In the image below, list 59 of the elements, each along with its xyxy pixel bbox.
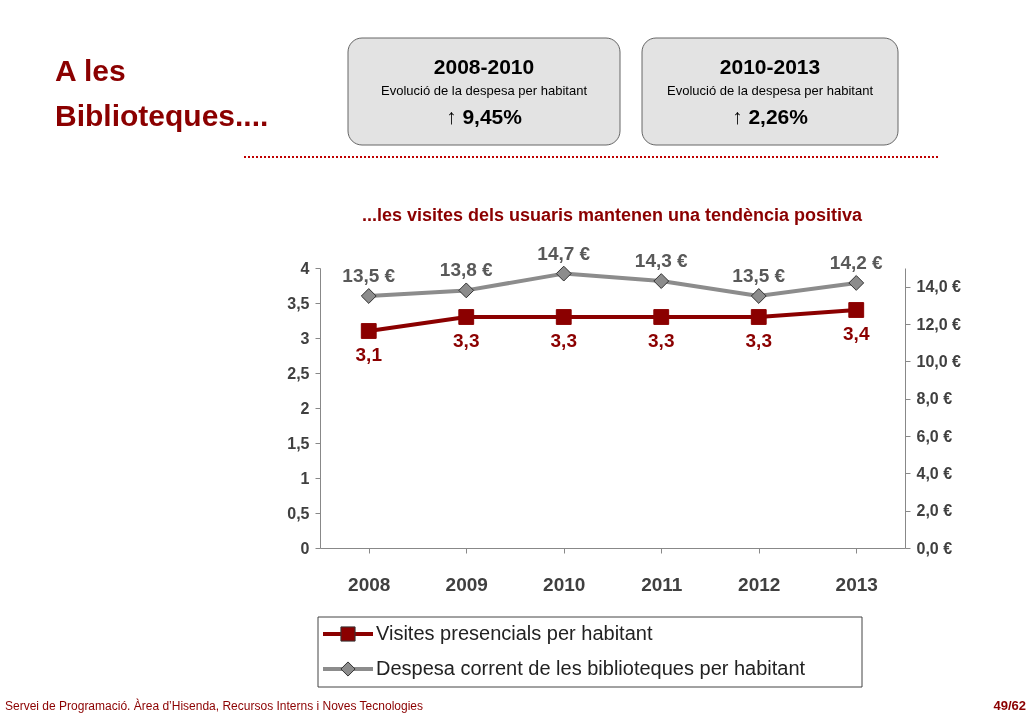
x-tick-label: 2012 (738, 573, 781, 595)
text: ↑ 9,45% (446, 105, 523, 128)
legend-label: Despesa corrent de les biblioteques per habitant (376, 657, 806, 679)
y-tick-label: 2,5 (287, 364, 310, 382)
data-label: 14,2 € (829, 251, 884, 273)
x-tick-label: 2010 (543, 573, 586, 595)
point (653, 309, 670, 325)
point (750, 309, 767, 325)
y-tick-label: 1,5 (287, 434, 310, 452)
point (360, 288, 377, 304)
point (848, 302, 865, 318)
text: 2008-2010 (433, 55, 535, 78)
y-tick-label: 4 (300, 259, 310, 277)
y2-tick-label: 12,0 € (916, 315, 962, 333)
data-label: 3,3 (550, 330, 577, 351)
data-label: 14,7 € (537, 242, 591, 264)
y2-tick-label: 8,0 € (916, 390, 953, 408)
y2-tick-label: 0,0 € (916, 539, 953, 557)
y2-tick-label: 4,0 € (916, 464, 953, 482)
text: ↑ 2,26% (732, 105, 809, 128)
x-tick-label: 2011 (641, 573, 683, 595)
point (848, 275, 865, 291)
point (458, 282, 475, 299)
x-tick-label: 2013 (835, 573, 878, 595)
text: 49/62 (993, 698, 1026, 713)
y-tick-label: 3 (300, 329, 310, 347)
data-label: 3,3 (453, 330, 480, 351)
point (458, 309, 475, 325)
point (653, 273, 670, 289)
text: 2010-2013 (719, 55, 821, 78)
text: Evolució de la despesa per habitant (667, 83, 874, 98)
data-label: 3,3 (648, 330, 675, 351)
x-tick-label: 2008 (348, 573, 391, 595)
data-label: 3,1 (355, 344, 383, 365)
y-tick-label: 2 (300, 399, 310, 417)
x-tick-label: 2009 (445, 573, 488, 595)
text: Servei de Programació. Àrea d’Hisenda, Recursos Interns i Noves Tecnologies (5, 698, 423, 713)
y2-tick-label: 6,0 € (916, 427, 953, 445)
y-tick-label: 3,5 (287, 294, 310, 312)
chart-subtitle: ...les visites dels usuaris mantenen una tendència positiva (361, 205, 864, 225)
y2-tick-label: 14,0 € (916, 278, 962, 296)
data-label: 13,5 € (342, 265, 396, 286)
data-label: 14,3 € (634, 250, 689, 272)
data-label: 3,4 (843, 323, 870, 344)
y2-tick-label: 2,0 € (916, 502, 953, 520)
data-label: 3,3 (745, 330, 772, 351)
chart-title: A les Biblioteques.... (55, 54, 269, 132)
legend-label: Visites presencials per habitant (376, 622, 653, 644)
y-tick-label: 0 (300, 539, 310, 557)
y-tick-label: 1 (300, 469, 310, 487)
point (360, 323, 377, 339)
point (555, 265, 572, 282)
data-label: 13,5 € (732, 265, 786, 286)
data-label: 13,8 € (439, 259, 494, 281)
y2-tick-label: 10,0 € (916, 352, 962, 370)
y-tick-label: 0,5 (287, 504, 310, 522)
point (555, 309, 572, 325)
point (750, 288, 767, 304)
text: Evolució de la despesa per habitant (381, 83, 588, 98)
